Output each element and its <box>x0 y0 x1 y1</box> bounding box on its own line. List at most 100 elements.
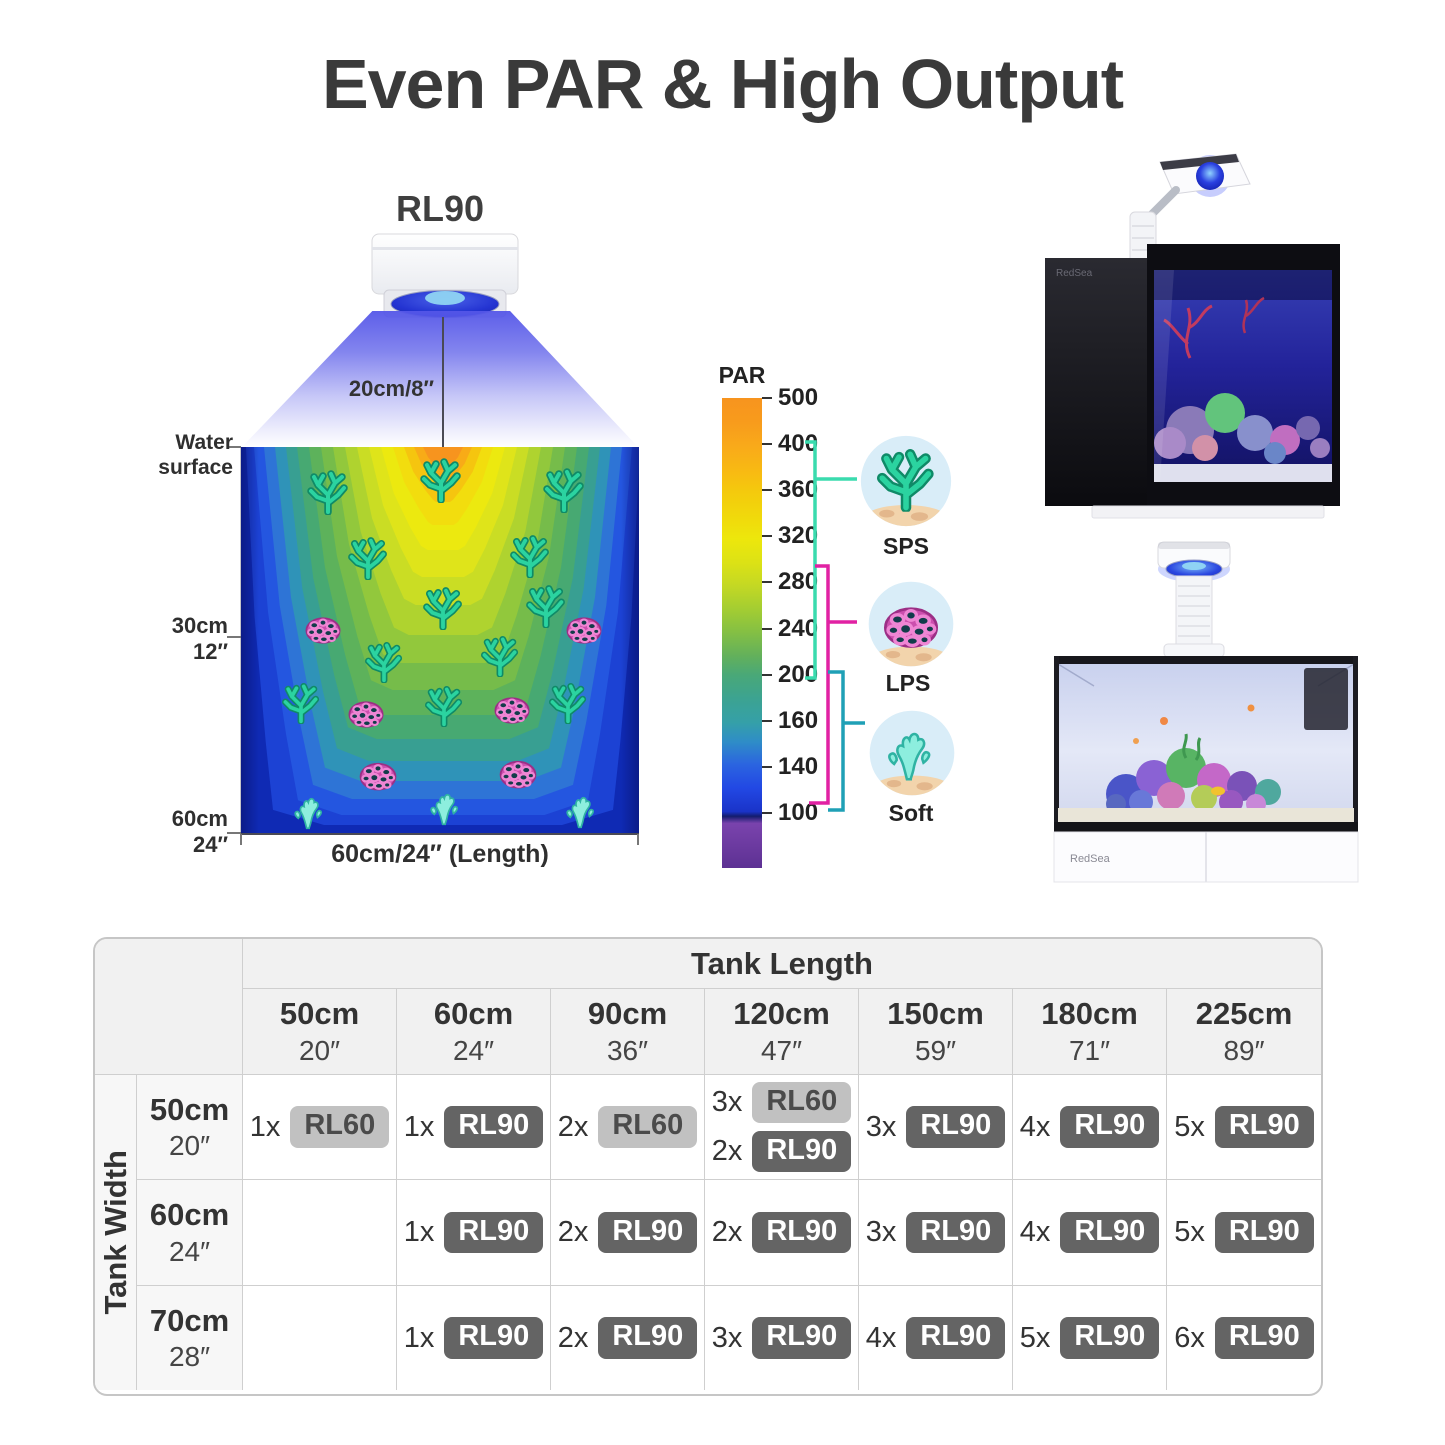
depth-axis <box>240 447 241 834</box>
nano-tank-corals <box>1154 296 1330 464</box>
model-badge-RL90: RL90 <box>444 1211 544 1254</box>
column-header-225cm: 225cm 89″ <box>1167 989 1321 1075</box>
model-badge-RL90: RL90 <box>1214 1106 1314 1148</box>
quantity-label: 4x <box>1019 1216 1051 1248</box>
par-color-scale: 500 400 360 320 280 240 200 160 140 100 <box>722 386 862 878</box>
table-cell-50cm-90cm: 2x RL60 <box>551 1075 705 1180</box>
par-tick-mark <box>762 443 772 446</box>
model-badge-RL90: RL90 <box>598 1211 698 1254</box>
row-header-60cm: 60cm 24″ <box>137 1180 243 1286</box>
tank-width-header: Tank Width <box>95 1075 137 1390</box>
page-title: Even PAR & High Output <box>321 45 1124 123</box>
brand-logo: RedSea <box>1056 268 1093 279</box>
par-tick-mark <box>762 535 772 538</box>
length-axis <box>241 833 639 835</box>
soft-coral-icon <box>869 710 955 796</box>
depth-30cm-label: 30cm 12″ <box>171 613 228 665</box>
quantity-label: 4x <box>1019 1110 1051 1143</box>
table-cell-60cm-180cm: 4x RL90 <box>1013 1180 1167 1286</box>
table-cell-70cm-180cm: 5x RL90 <box>1013 1286 1167 1390</box>
quantity-label: 3x <box>865 1110 897 1143</box>
column-header-90cm: 90cm 36″ <box>551 989 705 1075</box>
table-cell-70cm-120cm: 3x RL90 <box>705 1286 859 1390</box>
tick-water-surface <box>227 446 241 448</box>
reefer-tank-top-rim <box>1054 656 1358 664</box>
table-cell-50cm-60cm: 1x RL90 <box>397 1075 551 1180</box>
quantity-label: 2x <box>711 1216 743 1248</box>
tank-length-header: Tank Length <box>243 939 1321 989</box>
quantity-label: 4x <box>865 1321 897 1354</box>
lps-coral-marker <box>494 697 530 724</box>
table-cell-70cm-90cm: 2x RL90 <box>551 1286 705 1390</box>
quantity-label: 2x <box>557 1110 589 1143</box>
par-tick-label: 240 <box>778 614 819 642</box>
sps-label: SPS <box>882 533 930 559</box>
table-corner-blank <box>95 939 243 1075</box>
quantity-label: 5x <box>1174 1110 1205 1143</box>
product-photo-reefer-tank: RedSea <box>1053 541 1359 883</box>
model-badge-RL90: RL90 <box>444 1317 544 1359</box>
soft-range-bracket <box>828 670 845 812</box>
tick-length-right <box>637 834 639 845</box>
table-cell-60cm-120cm: 2x RL90 <box>705 1180 859 1286</box>
lps-label: LPS <box>885 670 931 696</box>
model-badge-RL90: RL90 <box>906 1317 1006 1359</box>
par-tick-mark <box>762 765 772 768</box>
model-badge-RL90: RL90 <box>1060 1211 1160 1254</box>
quantity-label: 1x <box>403 1110 435 1143</box>
model-badge-RL90: RL90 <box>752 1211 852 1254</box>
par-tick-mark <box>762 719 772 722</box>
par-tick-mark <box>762 581 772 584</box>
par-tick-mark <box>762 673 772 676</box>
reefer-tank-bottom-rim <box>1054 822 1358 832</box>
par-tick-label: 280 <box>778 568 819 596</box>
par-heatmap <box>241 447 640 834</box>
product-photo-nano-tank: RedSea <box>1045 153 1340 519</box>
par-tick-label: 140 <box>778 752 819 780</box>
column-header-60cm: 60cm 24″ <box>397 989 551 1075</box>
nano-tank-sand <box>1154 464 1332 482</box>
quantity-label: 5x <box>1019 1321 1051 1354</box>
column-header-180cm: 180cm 71″ <box>1013 989 1167 1075</box>
brand-logo: RedSea <box>1070 853 1111 865</box>
par-tick-label: 320 <box>778 522 819 550</box>
tick-30cm <box>227 636 241 638</box>
quantity-label: 5x <box>1174 1216 1205 1248</box>
model-badge-RL90: RL90 <box>906 1211 1006 1254</box>
quantity-label: 2x <box>557 1321 589 1354</box>
column-header-50cm: 50cm 20″ <box>243 989 397 1075</box>
height-measure-line <box>442 317 444 455</box>
fixture-model-label: RL90 <box>395 188 485 229</box>
par-tick-label: 500 <box>778 384 819 411</box>
par-tick-mark <box>762 811 772 814</box>
quantity-label: 2x <box>557 1216 589 1248</box>
quantity-label: 6x <box>1174 1321 1205 1354</box>
model-badge-RL90: RL90 <box>1214 1211 1314 1254</box>
table-cell-60cm-50cm <box>243 1180 397 1286</box>
quantity-label: 3x <box>711 1321 743 1354</box>
tick-length-left <box>240 834 242 845</box>
nano-tank-cabinet <box>1045 258 1147 506</box>
par-tick-mark <box>762 397 772 399</box>
table-cell-50cm-225cm: 5x RL90 <box>1167 1075 1321 1180</box>
lps-coral-marker <box>499 760 537 789</box>
table-cell-50cm-50cm: 1x RL60 <box>243 1075 397 1180</box>
tick-60cm <box>227 832 241 834</box>
table-cell-60cm-90cm: 2x RL90 <box>551 1180 705 1286</box>
table-cell-60cm-60cm: 1x RL90 <box>397 1180 551 1286</box>
reefer-tank-sand <box>1058 808 1354 822</box>
table-cell-60cm-225cm: 5x RL90 <box>1167 1180 1321 1286</box>
model-badge-RL60: RL60 <box>598 1106 698 1148</box>
mounting-height-label: 20cm/8″ <box>348 376 434 401</box>
table-cell-70cm-150cm: 4x RL90 <box>859 1286 1013 1390</box>
table-cell-50cm-150cm: 3x RL90 <box>859 1075 1013 1180</box>
sps-range-bracket <box>805 440 817 680</box>
quantity-label: 1x <box>249 1110 281 1143</box>
model-badge-RL90: RL90 <box>598 1317 698 1359</box>
lps-coral-marker <box>305 617 341 644</box>
quantity-label: 1x <box>403 1216 435 1248</box>
table-cell-70cm-225cm: 6x RL90 <box>1167 1286 1321 1390</box>
quantity-label: 1x <box>403 1321 435 1354</box>
par-tick-label: 160 <box>778 706 819 734</box>
